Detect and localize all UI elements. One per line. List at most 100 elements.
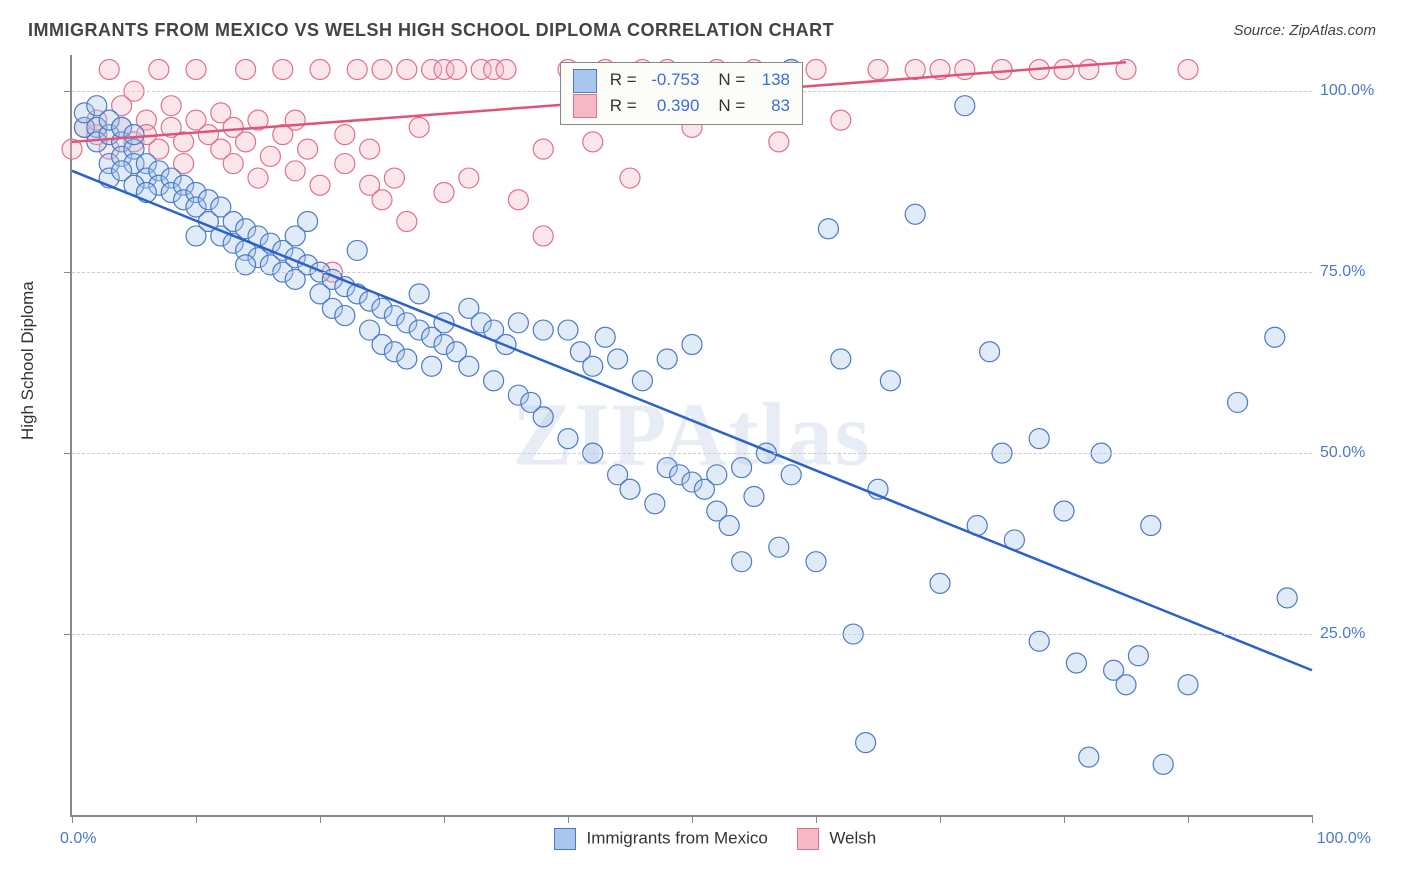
data-point <box>856 733 876 753</box>
data-point <box>682 335 702 355</box>
data-point <box>806 552 826 572</box>
chart-title: IMMIGRANTS FROM MEXICO VS WELSH HIGH SCH… <box>28 20 834 41</box>
data-point <box>124 125 144 145</box>
chart-svg <box>72 55 1312 815</box>
data-point <box>484 371 504 391</box>
data-point <box>831 110 851 130</box>
data-point <box>1116 675 1136 695</box>
data-point <box>384 168 404 188</box>
data-point <box>459 168 479 188</box>
y-tick-label: 50.0% <box>1320 444 1390 462</box>
data-point <box>508 190 528 210</box>
data-point <box>583 356 603 376</box>
legend-bottom: Immigrants from Mexico Welsh <box>0 828 1406 850</box>
data-point <box>335 306 355 326</box>
data-point <box>1228 392 1248 412</box>
legend-swatch-welsh <box>797 828 819 850</box>
data-point <box>533 407 553 427</box>
data-point <box>558 320 578 340</box>
legend-swatch-welsh <box>573 94 597 118</box>
r-value-welsh: 0.390 <box>641 93 699 119</box>
data-point <box>409 117 429 137</box>
r-label: R = <box>610 96 637 115</box>
data-point <box>335 154 355 174</box>
data-point <box>360 139 380 159</box>
data-point <box>99 59 119 79</box>
data-point <box>719 515 739 535</box>
data-point <box>769 132 789 152</box>
data-point <box>1277 588 1297 608</box>
data-point <box>992 59 1012 79</box>
y-tick-label: 25.0% <box>1320 625 1390 643</box>
data-point <box>397 59 417 79</box>
data-point <box>236 59 256 79</box>
data-point <box>781 465 801 485</box>
data-point <box>905 204 925 224</box>
data-point <box>273 59 293 79</box>
data-point <box>732 552 752 572</box>
data-point <box>595 327 615 347</box>
data-point <box>645 494 665 514</box>
y-tick-label: 100.0% <box>1320 82 1390 100</box>
source-attribution: Source: ZipAtlas.com <box>1233 22 1376 39</box>
data-point <box>397 349 417 369</box>
data-point <box>806 59 826 79</box>
data-point <box>533 139 553 159</box>
plot-area: ZIPAtlas 25.0%50.0%75.0%100.0% <box>70 55 1312 817</box>
data-point <box>372 59 392 79</box>
data-point <box>1066 653 1086 673</box>
data-point <box>1153 754 1173 774</box>
legend-label-mexico: Immigrants from Mexico <box>586 828 767 847</box>
data-point <box>248 168 268 188</box>
data-point <box>508 313 528 333</box>
data-point <box>1029 429 1049 449</box>
data-point <box>1054 501 1074 521</box>
data-point <box>186 59 206 79</box>
data-point <box>285 110 305 130</box>
r-value-mexico: -0.753 <box>641 67 699 93</box>
data-point <box>409 284 429 304</box>
data-point <box>868 59 888 79</box>
data-point <box>1079 747 1099 767</box>
correlation-row-welsh: R = 0.390 N = 83 <box>573 93 790 119</box>
data-point <box>285 161 305 181</box>
data-point <box>1265 327 1285 347</box>
data-point <box>422 356 442 376</box>
trend-line <box>72 171 1312 670</box>
data-point <box>583 132 603 152</box>
data-point <box>533 320 553 340</box>
data-point <box>744 487 764 507</box>
n-value-mexico: 138 <box>750 67 790 93</box>
legend-swatch-mexico <box>554 828 576 850</box>
data-point <box>1141 515 1161 535</box>
data-point <box>707 465 727 485</box>
data-point <box>285 226 305 246</box>
data-point <box>732 458 752 478</box>
data-point <box>1178 675 1198 695</box>
data-point <box>955 96 975 116</box>
data-point <box>161 96 181 116</box>
correlation-row-mexico: R = -0.753 N = 138 <box>573 67 790 93</box>
data-point <box>620 168 640 188</box>
data-point <box>831 349 851 369</box>
data-point <box>657 349 677 369</box>
data-point <box>880 371 900 391</box>
data-point <box>496 59 516 79</box>
data-point <box>335 125 355 145</box>
data-point <box>310 59 330 79</box>
data-point <box>1054 59 1074 79</box>
data-point <box>459 356 479 376</box>
data-point <box>347 240 367 260</box>
data-point <box>260 146 280 166</box>
y-tick-label: 75.0% <box>1320 263 1390 281</box>
data-point <box>980 342 1000 362</box>
data-point <box>434 183 454 203</box>
data-point <box>620 479 640 499</box>
data-point <box>632 371 652 391</box>
data-point <box>1178 59 1198 79</box>
data-point <box>1128 646 1148 666</box>
legend-swatch-mexico <box>573 69 597 93</box>
n-value-welsh: 83 <box>750 93 790 119</box>
y-axis-label: High School Diploma <box>18 281 38 440</box>
data-point <box>930 573 950 593</box>
